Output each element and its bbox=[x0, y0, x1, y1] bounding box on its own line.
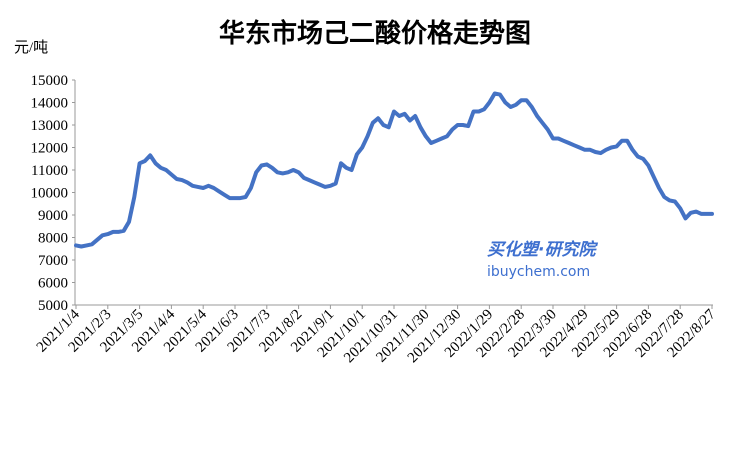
y-tick-label: 12000 bbox=[31, 141, 69, 157]
chart-title: 华东市场己二酸价格走势图 bbox=[219, 18, 531, 48]
y-unit: 元/吨 bbox=[14, 39, 48, 56]
y-tick-label: 13000 bbox=[31, 118, 69, 134]
watermark: 买化塑·研究院 bbox=[487, 240, 598, 260]
line bbox=[74, 91, 714, 249]
watermark: ibuychem.com bbox=[487, 264, 590, 280]
y-tick-label: 5000 bbox=[38, 298, 68, 314]
y-tick-label: 10000 bbox=[31, 186, 69, 202]
y-tick-label: 11000 bbox=[31, 163, 68, 179]
y-tick-label: 8000 bbox=[38, 231, 68, 247]
y-tick-label: 6000 bbox=[38, 276, 68, 292]
y-tick-label: 9000 bbox=[38, 208, 68, 224]
y-tick-label: 15000 bbox=[31, 73, 69, 89]
y-tick-label: 7000 bbox=[38, 253, 68, 269]
y-tick-label: 14000 bbox=[31, 96, 69, 112]
